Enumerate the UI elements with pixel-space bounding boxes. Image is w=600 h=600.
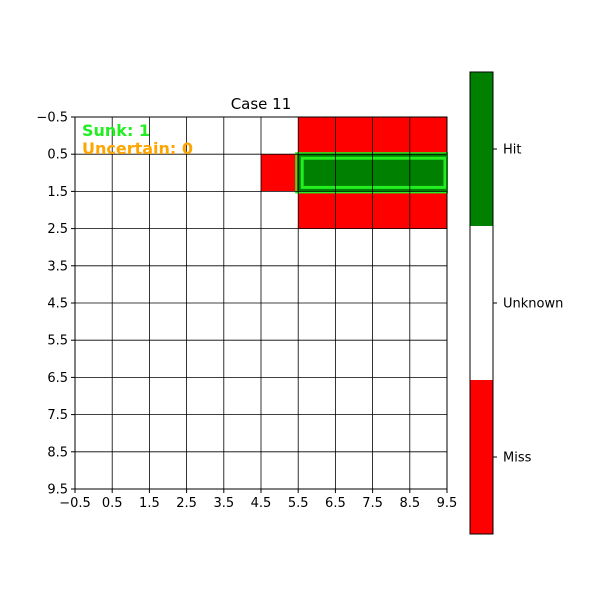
- legend-swatch-unknown: [470, 226, 493, 380]
- y-tick-label: −0.5: [36, 111, 68, 126]
- y-tick-label: 8.5: [47, 445, 68, 460]
- y-tick-label: 6.5: [47, 371, 68, 386]
- colorbar-legend: Hit Unknown Miss: [469, 71, 563, 535]
- hit-cell: [409, 154, 447, 192]
- legend-label-unknown: Unknown: [503, 297, 563, 312]
- legend-swatch-miss: [470, 380, 493, 534]
- y-tick-label: 7.5: [47, 408, 68, 423]
- miss-cell: [335, 117, 373, 155]
- legend-frame: [469, 71, 494, 535]
- board-grid: [261, 117, 447, 229]
- miss-cell: [335, 191, 373, 229]
- y-tick-label: 4.5: [47, 297, 68, 312]
- x-tick-label: 2.5: [176, 496, 197, 511]
- x-tick-label: 0.5: [102, 496, 123, 511]
- miss-cell: [298, 117, 336, 155]
- x-tick-label: 8.5: [399, 496, 420, 511]
- uncertain-count: Uncertain: 0: [82, 139, 193, 158]
- miss-cell: [372, 191, 410, 229]
- sunk-ship-inner-outline: [300, 156, 447, 189]
- x-tick-label: 6.5: [325, 496, 346, 511]
- x-tick-label: 4.5: [251, 496, 272, 511]
- hit-cell: [298, 154, 336, 192]
- legend-label-hit: Hit: [503, 143, 521, 158]
- y-tick-label: 0.5: [47, 148, 68, 163]
- x-tick-label: 1.5: [139, 496, 160, 511]
- y-axis: −0.5 0.5 1.5 2.5 3.5 4.5 5.5 6.5 7.5 8.5 9.5: [36, 111, 75, 498]
- miss-cell: [372, 117, 410, 155]
- sunk-count: Sunk: 1: [82, 121, 150, 140]
- x-tick-label: 5.5: [288, 496, 309, 511]
- gridlines: [75, 117, 447, 489]
- miss-cell: [409, 191, 447, 229]
- x-tick-label: −0.5: [59, 496, 91, 511]
- hit-cell: [372, 154, 410, 192]
- miss-cell: [261, 154, 299, 192]
- miss-cell: [298, 191, 336, 229]
- y-tick-label: 1.5: [47, 185, 68, 200]
- y-tick-label: 2.5: [47, 222, 68, 237]
- x-tick-label: 9.5: [437, 496, 458, 511]
- y-tick-label: 5.5: [47, 334, 68, 349]
- y-tick-label: 3.5: [47, 259, 68, 274]
- miss-cell: [409, 117, 447, 155]
- x-tick-label: 7.5: [362, 496, 383, 511]
- legend-label-miss: Miss: [503, 451, 532, 466]
- x-axis: −0.5 0.5 1.5 2.5 3.5 4.5 5.5 6.5 7.5 8.5 9.5: [59, 489, 457, 511]
- board-title: Case 11: [231, 95, 292, 113]
- hit-cell: [335, 154, 373, 192]
- legend-swatch-hit: [470, 72, 493, 226]
- x-tick-label: 3.5: [213, 496, 234, 511]
- y-tick-label: 9.5: [47, 483, 68, 498]
